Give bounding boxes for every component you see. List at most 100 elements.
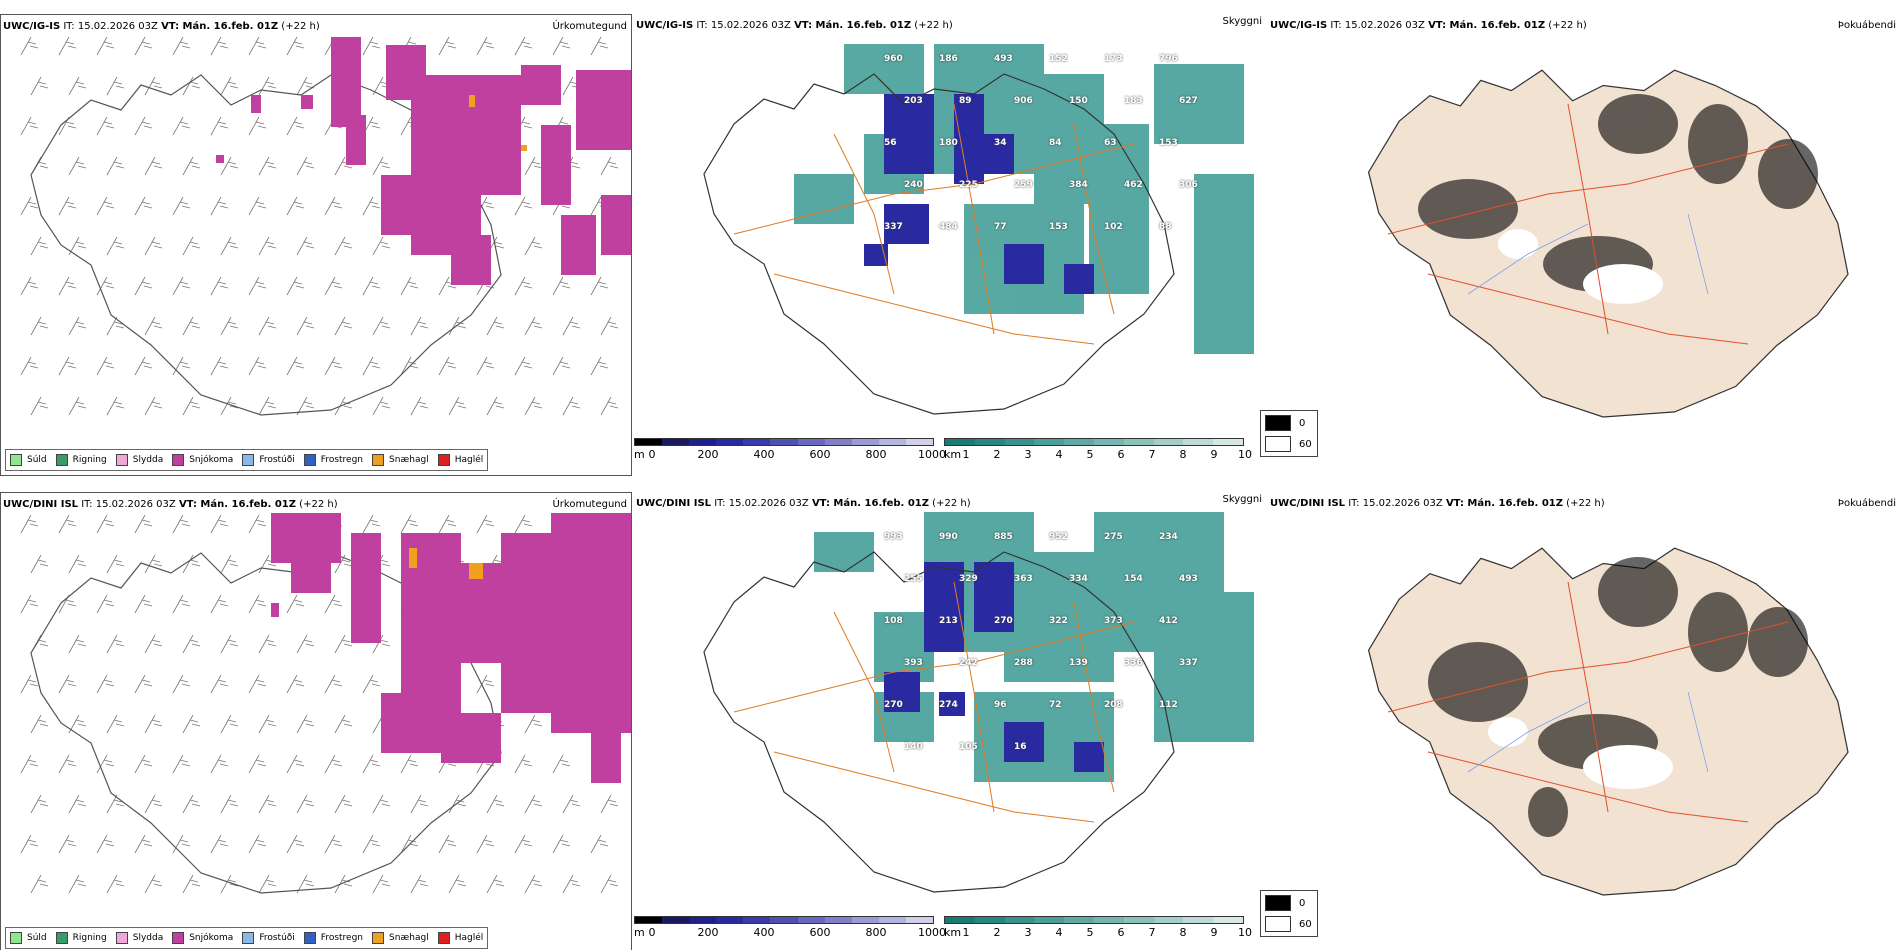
colorbar-tick-label: 3 (1024, 926, 1032, 939)
wind-barb (324, 674, 343, 694)
panel-title: Þokuábendi (1837, 498, 1896, 509)
snow-areas (216, 37, 631, 285)
wind-barb (334, 236, 353, 256)
wind-barb (514, 196, 533, 216)
cloud-base-label: 203 (904, 96, 923, 106)
wind-barb (134, 276, 153, 296)
wind-barb (600, 316, 619, 336)
wind-barb (590, 36, 609, 56)
wind-barb (68, 794, 87, 814)
wind-barb (20, 514, 39, 534)
cloud-base-label: 150 (1069, 96, 1088, 106)
wind-barb (448, 396, 467, 416)
wind-barb (96, 674, 115, 694)
low-cloud-areas (884, 562, 1104, 772)
wind-barb (448, 316, 467, 336)
colorbar-segment (1064, 439, 1094, 445)
colorbar-tick-label: 4 (1055, 448, 1063, 461)
wind-barb (134, 754, 153, 774)
cloud-base-label: 322 (1049, 616, 1068, 626)
wind-barb (296, 156, 315, 176)
wind-barb (524, 714, 543, 734)
fog-map-canvas (1367, 69, 1849, 418)
wind-barb (476, 834, 495, 854)
wind-barb (590, 834, 609, 854)
cloud-base-label: 242 (959, 658, 978, 668)
panel-header: UWC/IG-IS IT: 15.02.2026 03Z VT: Mán. 16… (3, 21, 320, 32)
wind-barb (106, 714, 125, 734)
wind-barb (106, 236, 125, 256)
cloud-base-label: 234 (1159, 532, 1178, 542)
wind-barb (30, 554, 49, 574)
cloud-base-label: 102 (1104, 222, 1123, 232)
panel-header: UWC/IG-IS IT: 15.02.2026 03Z VT: Mán. 16… (636, 20, 953, 31)
swatch-drizzle (10, 454, 22, 466)
wind-barb (362, 276, 381, 296)
cloud-base-label: 153 (1159, 138, 1178, 148)
colorbar-segment (662, 439, 690, 445)
visibility-strip (944, 438, 1244, 446)
panel-title: Skyggni (1222, 494, 1262, 505)
colorbar-segment (689, 439, 717, 445)
cloud-base-label: 96 (994, 700, 1007, 710)
wind-barb (438, 834, 457, 854)
cloud-base-label: 34 (994, 138, 1007, 148)
wind-barb (248, 276, 267, 296)
colorbar-tick-label: 10 (1238, 448, 1252, 461)
wind-barb (248, 674, 267, 694)
precip-map-canvas (20, 513, 631, 894)
swatch-freezing-drizzle (242, 454, 255, 466)
colorbar-tick-label: 600 (809, 448, 831, 461)
cloud-base-label: 363 (1014, 574, 1033, 584)
colorbar-tick-label: 7 (1148, 926, 1156, 939)
cloud-base-label: 153 (1049, 222, 1068, 232)
wind-barb (96, 514, 115, 534)
visibility-unit: km (944, 926, 962, 939)
wind-barb (220, 634, 239, 654)
legend-item: Frostúði (242, 932, 295, 944)
legend-item: Haglél (437, 932, 483, 944)
colorbar-tick-label: 8 (1179, 448, 1187, 461)
wind-barb (144, 714, 163, 734)
cloud-base-label: 960 (884, 54, 903, 64)
wind-barb (286, 754, 305, 774)
wind-barb (220, 714, 239, 734)
legend-item: Snjókoma (172, 454, 233, 466)
wind-barb (220, 874, 239, 894)
colorbar-segment (824, 917, 852, 923)
wind-barb (448, 794, 467, 814)
snow-areas (271, 513, 631, 783)
wind-barb (362, 514, 381, 534)
colorbar-segment (1064, 917, 1094, 923)
wind-barb (514, 514, 533, 534)
fog-index-map-top: UWC/IG-IS IT: 15.02.2026 03Z VT: Mán. 16… (1268, 14, 1900, 476)
colorbar-segment (716, 439, 744, 445)
wind-barb (258, 874, 277, 894)
wind-barb (68, 396, 87, 416)
panel-title: Úrkomutegund (552, 499, 627, 510)
cloud-base-strip (634, 438, 934, 446)
colorbar-tick-label: 0 (648, 448, 656, 461)
wind-barb (172, 674, 191, 694)
cloud-base-label: 139 (1069, 658, 1088, 668)
cloud-base-strip (634, 916, 934, 924)
wind-barb (248, 754, 267, 774)
wind-barb (144, 554, 163, 574)
colorbar-segment (635, 439, 663, 445)
wind-barb (258, 714, 277, 734)
low-visibility-areas (794, 44, 1254, 354)
wind-barb (324, 356, 343, 376)
cloud-base-label: 796 (1159, 54, 1178, 64)
cloud-base-label: 412 (1159, 616, 1178, 626)
wind-barb (438, 514, 457, 534)
cloud-base-label: 462 (1124, 180, 1143, 190)
cloud-map-canvas (703, 512, 1254, 893)
wind-barb (362, 754, 381, 774)
wind-barb (182, 634, 201, 654)
wind-barb (248, 594, 267, 614)
colorbar-segment (770, 917, 798, 923)
swatch-freezing-rain (303, 454, 316, 466)
wind-barb (486, 874, 505, 894)
cloud-base-label: 334 (1069, 574, 1088, 584)
wind-barb (220, 156, 239, 176)
